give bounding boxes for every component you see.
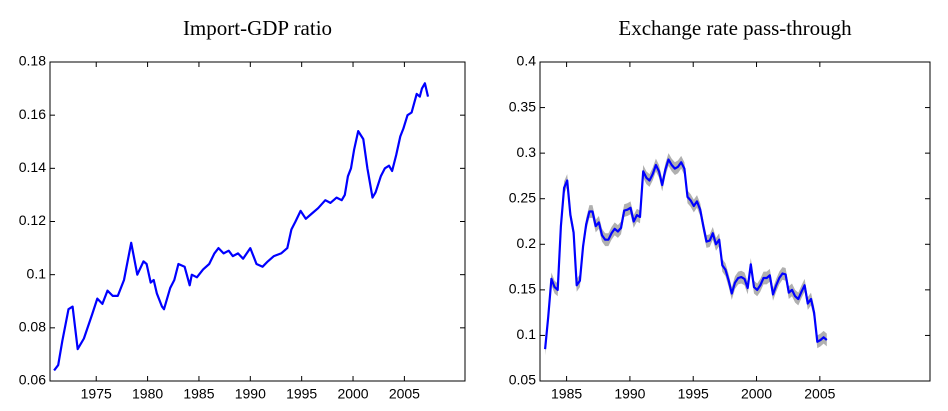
y-tick-label: 0.1 — [27, 265, 47, 281]
axes-box — [49, 61, 466, 382]
x-tick-label: 1985 — [551, 386, 582, 402]
y-tick-label: 0.12 — [19, 212, 46, 228]
x-tick-label: 1990 — [235, 386, 266, 402]
y-tick-label: 0.3 — [517, 144, 537, 160]
axes-box — [539, 61, 931, 382]
x-tick-label: 1995 — [678, 386, 709, 402]
x-tick-label: 2005 — [389, 386, 420, 402]
y-tick-label: 0.4 — [517, 53, 537, 69]
data-line — [544, 158, 828, 350]
y-tick-label: 0.1 — [517, 326, 537, 342]
y-tick-label: 0.06 — [19, 372, 46, 388]
y-tick-label: 0.2 — [517, 235, 537, 251]
y-tick-label: 0.15 — [509, 281, 536, 297]
x-tick-label: 1995 — [286, 386, 317, 402]
x-tick-label: 1985 — [183, 386, 214, 402]
x-tick-label: 1980 — [132, 386, 163, 402]
x-tick-label: 1975 — [81, 386, 112, 402]
y-tick-label: 0.35 — [509, 98, 536, 114]
x-tick-label: 2005 — [804, 386, 835, 402]
chart-title: Exchange rate pass-through — [618, 16, 852, 40]
y-tick-label: 0.08 — [19, 319, 46, 335]
y-tick-label: 0.14 — [19, 159, 46, 175]
x-tick-label: 1990 — [614, 386, 645, 402]
chart-title: Import-GDP ratio — [183, 16, 332, 40]
x-tick-label: 2000 — [337, 386, 368, 402]
data-line — [53, 82, 430, 372]
y-tick-label: 0.25 — [509, 189, 536, 205]
y-tick-label: 0.18 — [19, 53, 46, 69]
x-tick-label: 2000 — [741, 386, 772, 402]
y-tick-label: 0.16 — [19, 106, 46, 122]
y-tick-label: 0.05 — [509, 372, 536, 388]
